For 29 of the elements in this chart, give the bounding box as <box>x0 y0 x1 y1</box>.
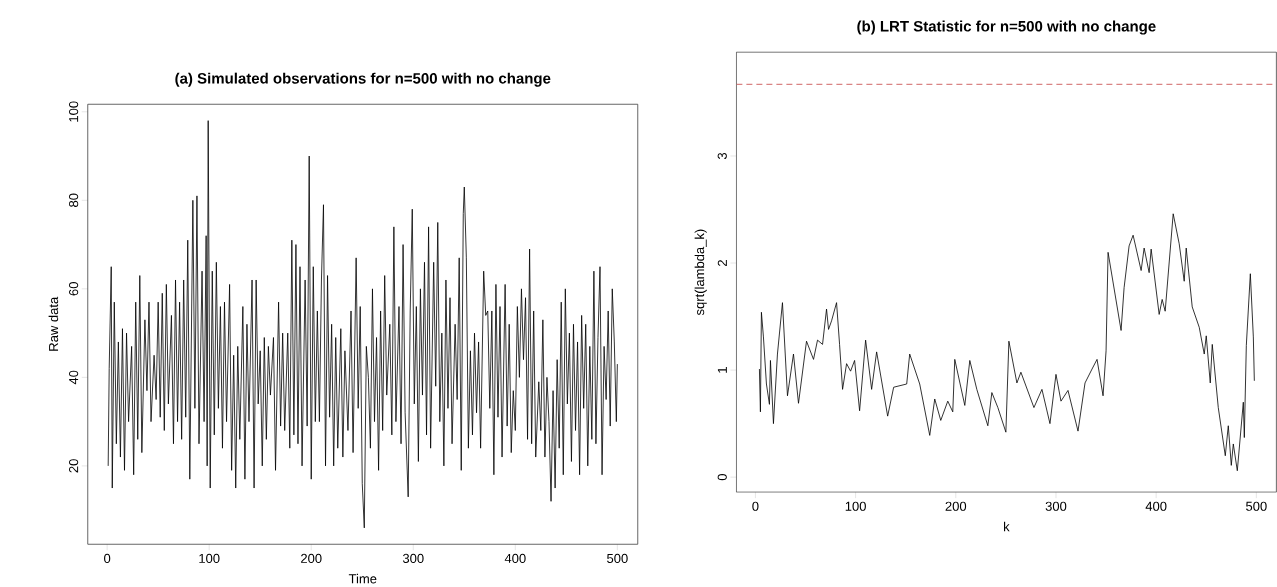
x-tick-label: 500 <box>607 553 628 564</box>
y-tick-label: 1 <box>717 367 727 373</box>
x-tick-label: 500 <box>1246 501 1267 511</box>
x-tick-label: 300 <box>402 553 424 564</box>
y-tick-label: 60 <box>69 282 79 296</box>
x-axis-title: k <box>1004 521 1010 532</box>
y-axis-title: sqrt(lambda_k) <box>694 229 707 316</box>
y-tick-label: 2 <box>717 260 727 267</box>
x-tick-label: 0 <box>752 501 759 511</box>
x-axis-title: Time <box>348 573 377 584</box>
x-tick-label: 100 <box>199 553 220 564</box>
y-axis-title: Raw data <box>48 296 59 351</box>
x-tick-label: 400 <box>504 553 526 564</box>
x-tick-label: 200 <box>945 501 967 511</box>
x-tick-label: 100 <box>845 501 866 511</box>
x-tick-label: 400 <box>1145 501 1167 511</box>
x-tick-label: 0 <box>104 553 111 564</box>
y-tick-label: 100 <box>69 101 79 122</box>
line-series <box>759 213 1255 472</box>
y-tick-label: 3 <box>717 153 727 160</box>
y-tick-label: 80 <box>69 193 79 208</box>
y-tick-label: 20 <box>69 459 79 473</box>
x-tick-label: 200 <box>301 553 322 564</box>
y-tick-label: 0 <box>717 474 727 481</box>
chart-title: (a) Simulated observations for n=500 with no change <box>175 72 551 87</box>
x-tick-label: 300 <box>1045 501 1067 511</box>
line-series <box>107 120 618 529</box>
chart-title: (b) LRT Statistic for n=500 with no change <box>857 20 1156 35</box>
y-tick-label: 40 <box>69 370 79 385</box>
